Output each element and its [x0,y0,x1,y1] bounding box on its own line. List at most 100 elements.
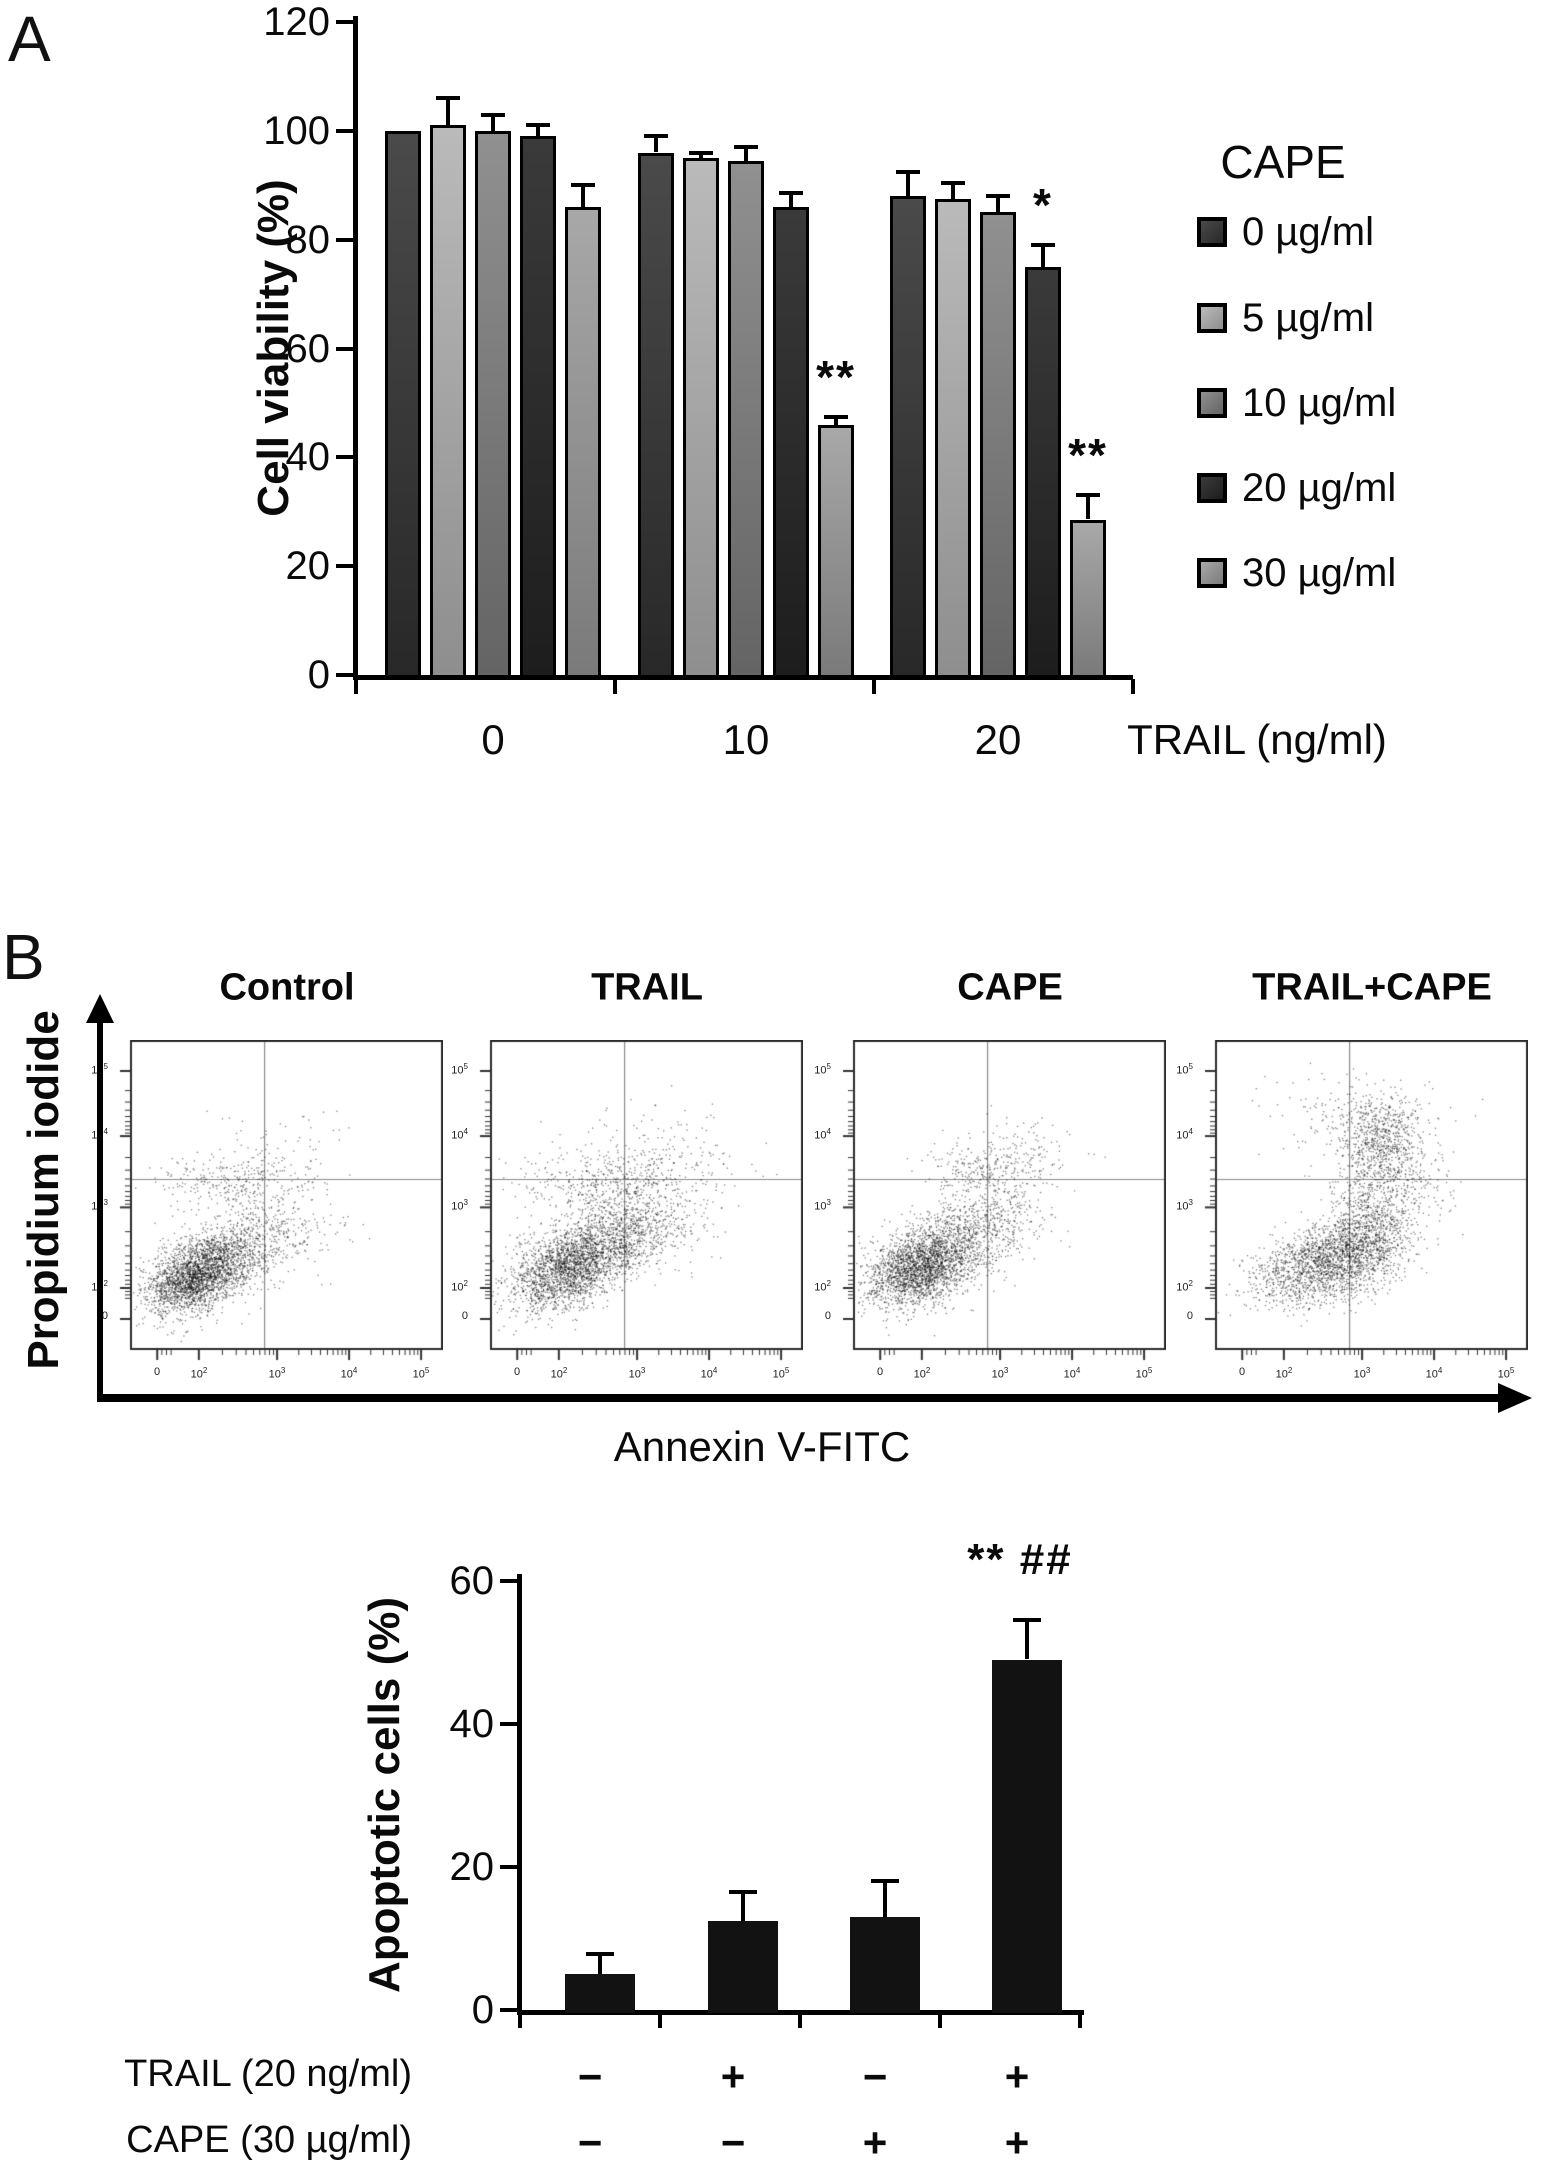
flow-y-tick-label: 0 [461,1310,468,1322]
tick-exponent: 5 [1188,1062,1193,1071]
x-axis-group-tick [798,2014,802,2028]
tick-exponent: 2 [463,1279,468,1288]
tick-exponent: 2 [826,1279,831,1288]
bar-20-µg-ml-trail-20 [1025,267,1061,678]
error-bar-cap [1013,1618,1041,1622]
flow-plot-canvas-cape [837,1040,1166,1366]
x-axis-group-tick [1078,2014,1082,2028]
error-bar-cap [729,1890,757,1894]
error-bar-line [446,98,450,125]
bar-30-µg-ml-trail-20 [1070,520,1106,678]
y-axis-tick [336,238,354,242]
error-bar-cap [481,113,505,117]
apoptosis-bar [565,1974,635,2013]
error-bar-cap [436,96,460,100]
tick-exponent: 2 [202,1366,208,1375]
tick-exponent: 2 [562,1366,568,1375]
tick-exponent: 4 [463,1127,468,1136]
bar-30-µg-ml-trail-10 [818,425,854,678]
tick-exponent: 4 [103,1127,108,1136]
flow-y-tick-label: 104 [451,1127,468,1142]
y-axis-tick-label: 0 [307,653,330,697]
y-axis-tick-label: 80 [285,218,331,262]
tick-exponent: 5 [463,1062,468,1071]
error-bar-cap [644,134,668,138]
condition-symbol: + [1004,2119,1030,2166]
flow-x-tick-label: 103 [628,1366,646,1381]
apoptosis-bar [708,1921,778,2013]
tick-exponent: 3 [1003,1366,1009,1375]
legend-item-label: 10 µg/ml [1242,381,1397,425]
y-axis-tick-label: 100 [263,109,330,153]
error-bar-cap [871,1879,899,1883]
condition-symbol: + [1004,2053,1030,2100]
bar-10-µg-ml-trail-20 [980,212,1016,678]
x-axis-arrowhead [1498,1383,1532,1413]
x-axis-group-tick [613,679,617,694]
y-axis-tick [336,129,354,133]
error-bar-line [491,115,495,131]
legend-item-label: 30 µg/ml [1242,551,1397,595]
error-bar-line [581,185,585,207]
flow-y-tick-label: 103 [814,1198,831,1213]
flow-x-tick-label: 0 [1238,1366,1246,1378]
flow-y-tick-label: 104 [814,1127,831,1142]
x-axis-group-tick [518,2014,522,2028]
apoptosis-bar [992,1660,1062,2013]
flow-x-tick-label: 102 [190,1366,208,1381]
tick-exponent: 2 [925,1366,931,1375]
panel-b-label: B [2,921,45,993]
bar-5-µg-ml-trail-0 [430,125,466,678]
y-axis-tick [336,564,354,568]
y-axis-tick [500,1579,518,1583]
y-axis-tick [336,20,354,24]
y-axis-tick [336,673,354,677]
flow-y-tick-label: 0 [1186,1310,1193,1322]
legend-item-label: 5 µg/ml [1242,296,1374,340]
y-axis-tick [500,2008,518,2012]
tick-exponent: 4 [712,1366,718,1375]
x-axis-line [517,2010,1084,2015]
legend-swatch-5-µg-ml [1197,303,1227,333]
error-bar-cap [689,151,713,155]
error-bar-cap [896,170,920,174]
error-bar-cap [941,181,965,185]
significance-marker: * [1033,179,1053,231]
error-bar-line [906,172,910,196]
tick-exponent: 5 [784,1366,790,1375]
y-axis-arrowhead [86,994,114,1023]
flow-plot-canvas-trail [474,1040,803,1366]
tick-exponent: 4 [1437,1366,1443,1375]
tick-exponent: 3 [463,1198,468,1207]
y-axis-tick-label: 20 [449,1845,495,1889]
flow-x-axis-title: Annexin V-FITC [613,1423,911,1470]
bar-5-µg-ml-trail-20 [935,199,971,678]
y-axis-tick-label: 60 [449,1559,495,1603]
error-bar-line [654,136,658,152]
error-bar-cap [824,415,848,419]
tick-exponent: 2 [103,1279,108,1288]
flow-y-tick-label: 105 [1176,1062,1193,1077]
y-axis-tick-label: 60 [285,327,331,371]
legend-item-label: 0 µg/ml [1242,210,1374,254]
condition-symbol: − [577,2119,603,2166]
flow-x-tick-label: 105 [1135,1366,1153,1381]
tick-exponent: 4 [1075,1366,1081,1375]
error-bar-line [536,125,540,136]
panel-a-label: A [8,3,51,75]
condition-row-label: CAPE (30 µg/ml) [126,2119,412,2161]
flow-plot-canvas-trail-cape [1199,1040,1528,1366]
flow-x-tick-label: 102 [550,1366,568,1381]
bar-5-µg-ml-trail-10 [683,158,719,678]
tick-exponent: 5 [1509,1366,1515,1375]
flow-plot-canvas-control [114,1040,443,1366]
condition-symbol: + [862,2119,888,2166]
y-axis-line [353,16,358,679]
bar-30-µg-ml-trail-0 [565,207,601,678]
error-bar-cap [1076,493,1100,497]
cape-legend-title: CAPE [1220,136,1346,188]
flow-x-tick-label: 0 [513,1366,521,1378]
x-axis-arrow-shaft [97,1394,1500,1402]
flow-x-tick-label: 103 [1353,1366,1371,1381]
